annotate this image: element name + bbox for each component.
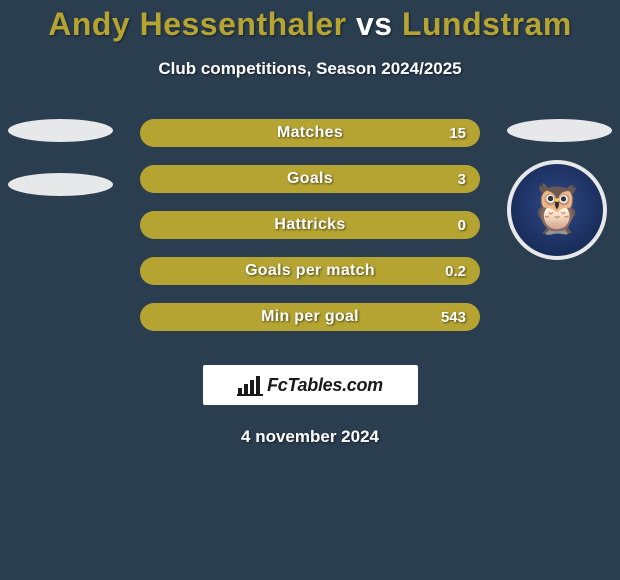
stat-row-goals: Goals 3 (140, 165, 480, 193)
stat-bars: Matches 15 Goals 3 Hattricks 0 Goals per… (140, 119, 480, 349)
club-crest: 🦉 (507, 160, 607, 260)
date-text: 4 november 2024 (0, 427, 620, 447)
bar-chart-icon (237, 374, 263, 396)
stat-value-right: 0.2 (445, 263, 466, 280)
comparison-widget: Andy Hessenthaler vs Lundstram Club comp… (0, 0, 620, 580)
stat-row-matches: Matches 15 (140, 119, 480, 147)
right-placeholder-column: 🦉 (507, 119, 612, 260)
subtitle: Club competitions, Season 2024/2025 (0, 59, 620, 79)
stats-area: 🦉 Matches 15 Goals 3 Hattricks 0 Goals p… (0, 119, 620, 349)
stat-label: Goals per match (245, 262, 375, 280)
stat-row-goals-per-match: Goals per match 0.2 (140, 257, 480, 285)
player1-name: Andy Hessenthaler (48, 6, 346, 42)
stat-row-hattricks: Hattricks 0 (140, 211, 480, 239)
stat-label: Matches (277, 124, 343, 142)
vs-text: vs (356, 6, 393, 42)
stat-label: Goals (287, 170, 333, 188)
page-title: Andy Hessenthaler vs Lundstram (0, 6, 620, 43)
placeholder-oval (8, 173, 113, 196)
stat-value-right: 0 (458, 217, 466, 234)
stat-row-min-per-goal: Min per goal 543 (140, 303, 480, 331)
left-placeholder-column (8, 119, 113, 196)
player2-name: Lundstram (402, 6, 572, 42)
brand-logo[interactable]: FcTables.com (203, 365, 418, 405)
brand-text: FcTables.com (267, 375, 383, 396)
placeholder-oval (507, 119, 612, 142)
stat-value-right: 543 (441, 309, 466, 326)
stat-label: Hattricks (274, 216, 345, 234)
owl-icon: 🦉 (527, 186, 587, 234)
crest-shield: 🦉 (511, 164, 603, 256)
stat-label: Min per goal (261, 308, 359, 326)
stat-value-right: 3 (458, 171, 466, 188)
placeholder-oval (8, 119, 113, 142)
stat-value-right: 15 (449, 125, 466, 142)
